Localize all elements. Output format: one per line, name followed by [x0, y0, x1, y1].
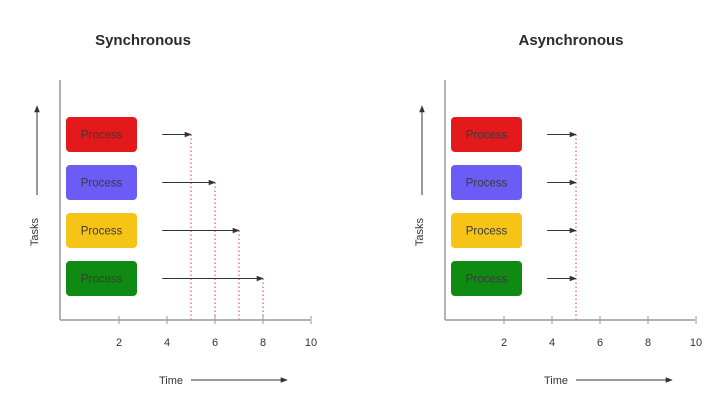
process-label: Process [81, 226, 123, 238]
process-label: Process [466, 274, 508, 286]
panel-title: Asynchronous [518, 32, 623, 49]
x-tick-label: 10 [305, 337, 317, 349]
x-tick-label: 6 [212, 337, 218, 349]
process-box [66, 261, 137, 296]
x-ticks: 2 4 6 8 10 [116, 316, 317, 349]
x-ticks: 2 4 6 8 10 [501, 316, 702, 349]
x-axis-label: Time [544, 375, 568, 387]
process-box [66, 117, 137, 152]
x-tick-label: 4 [549, 337, 555, 349]
tasks-group: Process Process Process Process [451, 117, 577, 320]
process-label: Process [466, 130, 508, 142]
process-label: Process [466, 178, 508, 190]
process-box [451, 213, 522, 248]
process-box [66, 165, 137, 200]
process-box [451, 117, 522, 152]
x-tick-label: 10 [690, 337, 702, 349]
x-axis-label: Time [159, 375, 183, 387]
tasks-group: Process Process Process Process [66, 117, 264, 320]
panel-title: Synchronous [95, 32, 191, 49]
y-axis-label: Tasks [414, 217, 426, 246]
process-label: Process [81, 130, 123, 142]
x-tick-label: 6 [597, 337, 603, 349]
process-label: Process [81, 178, 123, 190]
process-box [451, 261, 522, 296]
x-tick-label: 8 [260, 337, 266, 349]
process-box [451, 165, 522, 200]
panel-asynchronous: Asynchronous ProcessProcessProcessProces… [414, 32, 702, 387]
x-tick-label: 8 [645, 337, 651, 349]
x-tick-label: 2 [501, 337, 507, 349]
y-axis-label: Tasks [29, 217, 41, 246]
process-label: Process [81, 274, 123, 286]
process-box [66, 213, 137, 248]
x-tick-label: 4 [164, 337, 170, 349]
process-label: Process [466, 226, 508, 238]
x-tick-label: 2 [116, 337, 122, 349]
panel-synchronous: Synchronous ProcessProcessProcessProcess… [29, 32, 317, 387]
